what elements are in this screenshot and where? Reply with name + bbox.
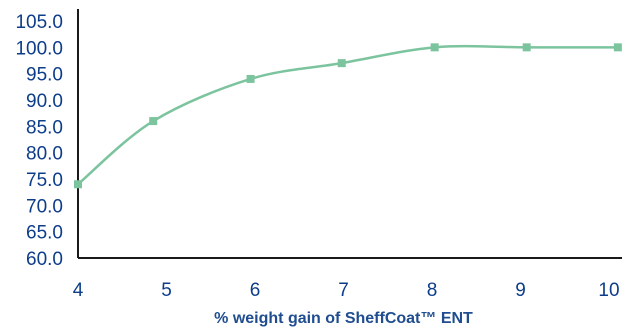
y-tick-label: 80.0 xyxy=(26,144,63,165)
x-tick-label: 7 xyxy=(338,280,349,301)
x-tick-label: 4 xyxy=(73,280,84,301)
x-axis-ticks: 4 5 6 7 8 9 10 xyxy=(73,280,620,301)
data-point-marker xyxy=(149,117,158,126)
y-tick-label: 65.0 xyxy=(26,223,63,244)
series-layer xyxy=(74,43,622,189)
data-point-marker xyxy=(613,43,622,52)
x-tick-label: 9 xyxy=(515,280,526,301)
x-tick-label: 8 xyxy=(427,280,438,301)
y-tick-label: 95.0 xyxy=(26,65,63,86)
y-tick-label: 105.0 xyxy=(15,12,63,33)
data-point-marker xyxy=(522,43,531,52)
data-point-marker xyxy=(246,74,255,83)
y-tick-label: 85.0 xyxy=(26,117,63,138)
series-line xyxy=(77,44,618,186)
x-axis-title: % weight gain of SheffCoat™ ENT xyxy=(214,310,473,327)
x-tick-label: 10 xyxy=(598,280,619,301)
y-tick-label: 75.0 xyxy=(26,170,63,191)
y-tick-label: 60.0 xyxy=(26,249,63,270)
x-tick-label: 5 xyxy=(161,280,172,301)
y-axis-ticks: 105.0 100.0 95.0 90.0 85.0 80.0 75.0 70.0 65.0 60… xyxy=(15,12,63,270)
y-tick-label: 100.0 xyxy=(15,38,63,59)
data-point-marker xyxy=(430,43,439,52)
y-tick-label: 70.0 xyxy=(26,196,63,217)
data-point-marker xyxy=(74,180,82,189)
data-point-marker xyxy=(337,59,346,68)
y-tick-label: 90.0 xyxy=(26,91,63,112)
x-tick-label: 6 xyxy=(250,280,261,301)
